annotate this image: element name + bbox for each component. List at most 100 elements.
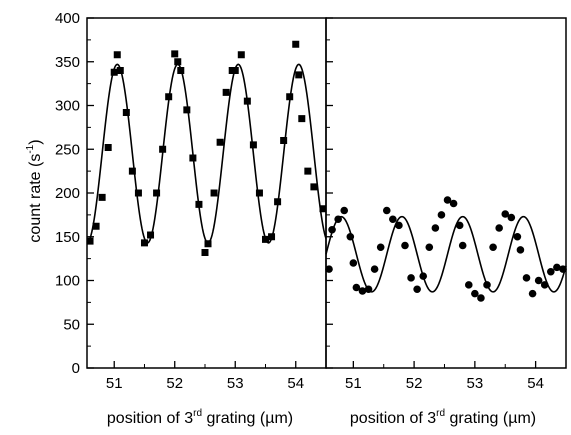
- right-data-point: [522, 274, 531, 282]
- right-data-point: [516, 246, 525, 254]
- y-tick-label: 0: [72, 360, 80, 377]
- left-data-point: [243, 97, 251, 105]
- x-axis-title-right-main: position of 3: [350, 410, 436, 427]
- left-data-point: [222, 88, 230, 96]
- right-data-point: [425, 243, 434, 252]
- right-data-point: [358, 287, 367, 295]
- right-data-point: [419, 272, 428, 280]
- right-data-point: [501, 210, 510, 218]
- left-x-tick-label: 53: [227, 375, 244, 392]
- y-axis-title-sup: -1: [25, 144, 36, 153]
- left-data-point: [165, 93, 173, 101]
- left-data-point: [249, 141, 257, 149]
- right-data-point: [401, 241, 409, 250]
- left-data-point: [177, 67, 185, 74]
- left-data-point: [261, 235, 269, 243]
- x-axis-title-left: position of 3rd grating (µm): [107, 408, 293, 427]
- right-data-point: [483, 281, 491, 289]
- right-data-point: [477, 294, 485, 302]
- left-data-point: [195, 200, 203, 208]
- left-data-point: [147, 231, 155, 239]
- right-data-point: [443, 196, 452, 204]
- right-data-point: [458, 241, 467, 250]
- right-x-tick-label: 52: [406, 375, 423, 392]
- right-data-point: [559, 265, 567, 273]
- left-data-point: [319, 205, 327, 213]
- left-data-point: [86, 237, 94, 245]
- right-data-point: [364, 285, 373, 294]
- y-tick-label: 350: [55, 54, 80, 71]
- left-data-point: [140, 239, 148, 247]
- left-data-point: [153, 189, 161, 197]
- right-data-point: [431, 224, 440, 232]
- right-x-tick-label: 54: [527, 375, 544, 392]
- y-axis-title-end: ): [27, 139, 44, 144]
- left-data-point: [110, 68, 118, 76]
- right-x-tick-label: 53: [467, 375, 484, 392]
- left-data-point: [292, 40, 300, 48]
- right-data-point: [389, 215, 397, 224]
- right-fit-curve: [325, 215, 567, 293]
- left-fit-curve: [86, 63, 327, 244]
- right-data-point: [437, 211, 446, 219]
- right-data-point: [413, 285, 421, 294]
- left-data-point: [104, 144, 112, 151]
- right-data-point: [528, 289, 537, 298]
- right-data-point: [395, 221, 403, 230]
- left-data-point: [237, 51, 245, 59]
- left-data-point: [171, 50, 179, 58]
- right-data-point: [489, 243, 497, 252]
- left-data-point: [189, 154, 197, 162]
- x-axis-title-right-end: grating (µm): [445, 410, 536, 427]
- right-panel-frame: [325, 17, 567, 369]
- left-data-point: [92, 222, 100, 230]
- right-data-point: [349, 259, 358, 267]
- right-data-point: [464, 281, 473, 289]
- left-data-point: [201, 249, 209, 256]
- left-data-point: [113, 51, 121, 59]
- left-data-point: [174, 58, 182, 66]
- right-data-point: [495, 224, 503, 232]
- left-data-point: [280, 137, 288, 144]
- right-data-point: [553, 263, 561, 272]
- left-data-point: [274, 198, 282, 206]
- right-data-point: [507, 213, 516, 222]
- left-data-point: [116, 67, 124, 74]
- right-data-point: [471, 289, 479, 298]
- right-data-point: [340, 206, 349, 215]
- y-tick-label: 100: [55, 273, 80, 290]
- left-data-point: [210, 189, 218, 197]
- left-data-point: [98, 193, 106, 201]
- left-data-point: [134, 189, 142, 197]
- left-x-tick-label: 51: [106, 375, 123, 392]
- left-data-point: [204, 240, 212, 248]
- y-axis-title-main: count rate (s: [27, 154, 44, 243]
- right-data-point: [455, 221, 464, 230]
- left-data-point: [286, 93, 294, 101]
- y-tick-label: 250: [55, 141, 80, 158]
- left-x-tick-label: 52: [166, 375, 183, 392]
- right-x-tick-label: 51: [345, 375, 362, 392]
- right-data-point: [334, 215, 342, 224]
- right-data-point: [352, 283, 361, 292]
- right-data-point: [407, 274, 415, 282]
- right-data-point: [346, 232, 355, 241]
- left-data-point: [268, 233, 276, 241]
- y-axis-title: count rate (s-1): [25, 139, 44, 242]
- right-data-point: [534, 276, 543, 285]
- left-data-point: [231, 67, 239, 74]
- right-data-point: [540, 281, 549, 289]
- y-tick-label: 50: [63, 316, 80, 333]
- right-data-point: [328, 225, 336, 234]
- left-data-point: [310, 183, 318, 191]
- right-data-point: [370, 265, 379, 273]
- left-data-point: [122, 109, 130, 116]
- x-axis-title-left-main: position of 3: [107, 410, 193, 427]
- y-tick-label: 200: [55, 185, 80, 202]
- left-data-point: [295, 71, 303, 79]
- left-data-point: [216, 138, 224, 146]
- right-data-point: [325, 265, 333, 273]
- left-x-tick-label: 54: [287, 375, 304, 392]
- left-data-point: [159, 145, 167, 153]
